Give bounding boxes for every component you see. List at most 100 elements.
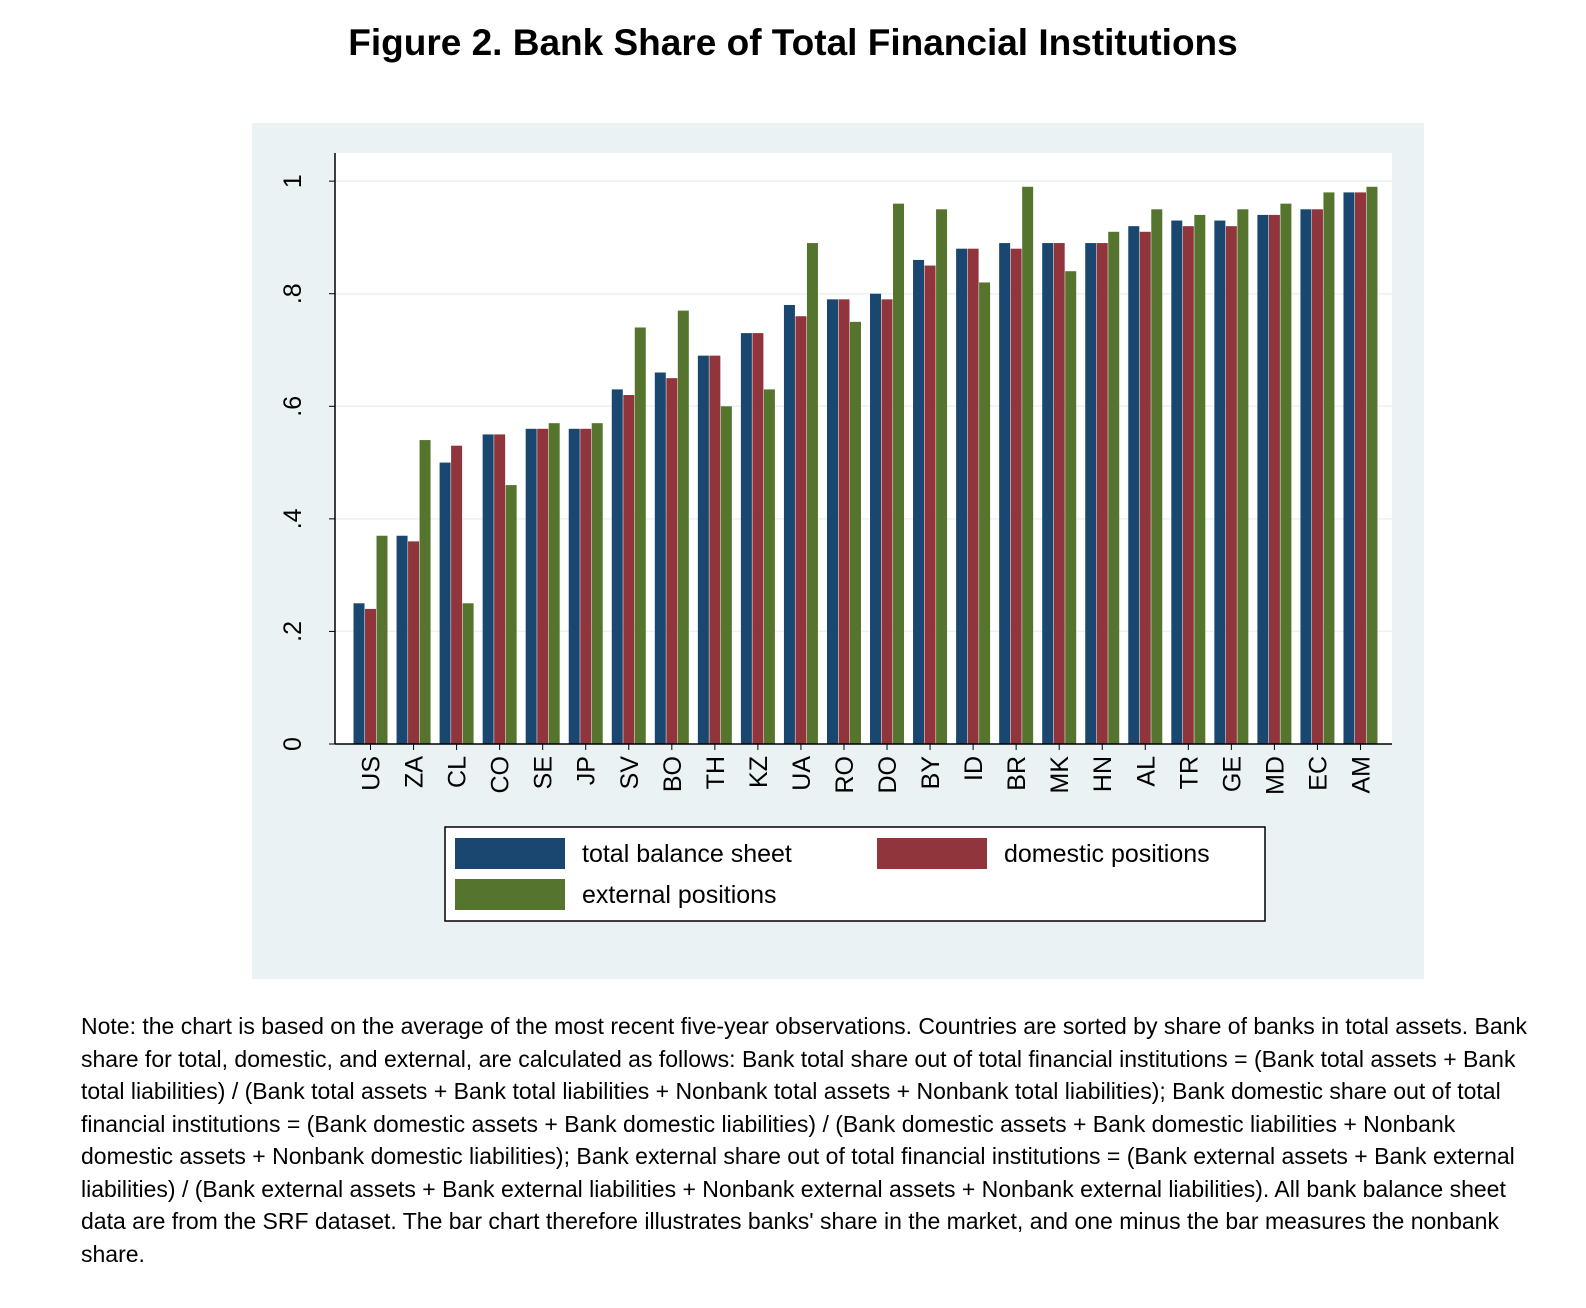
x-tick-label: KZ xyxy=(745,756,773,788)
x-tick-label: BR xyxy=(1003,756,1031,791)
bar-jp-series-1 xyxy=(568,428,580,744)
legend: total balance sheet domestic positions ext… xyxy=(444,826,1266,922)
figure-title: Figure 2. Bank Share of Total Financial … xyxy=(348,22,1238,63)
bar-ro-series-2 xyxy=(838,299,850,744)
y-tick-label: .6 xyxy=(279,396,307,417)
bar-ua-series-2 xyxy=(795,316,807,744)
bar-ec-series-2 xyxy=(1311,209,1323,744)
x-tick-label: TH xyxy=(702,756,730,789)
chart-container: US ZA CL CO SE JP SV BO TH KZ UA RO DO BY ID BR MK HN AL TR… xyxy=(252,123,1424,979)
x-tick-label: BY xyxy=(917,756,945,790)
bar-us-series-3 xyxy=(376,535,388,744)
x-tick-label: RO xyxy=(831,756,859,794)
y-tick-label: .4 xyxy=(279,508,307,529)
bar-kz-series-2 xyxy=(752,333,764,744)
x-tick-label: US xyxy=(358,756,386,791)
bar-tr-series-2 xyxy=(1182,226,1194,745)
legend-label: external positions xyxy=(582,881,777,909)
x-tick-label: MK xyxy=(1046,756,1074,794)
x-tick-label: ZA xyxy=(401,756,429,788)
bar-al-series-2 xyxy=(1139,231,1151,745)
bar-kz-series-1 xyxy=(740,333,752,744)
x-tick-label: JP xyxy=(573,756,601,785)
bar-id-series-1 xyxy=(956,248,968,744)
bar-md-series-1 xyxy=(1257,214,1269,744)
bar-tr-series-3 xyxy=(1194,214,1206,744)
y-tick-label: .8 xyxy=(279,283,307,304)
legend-label: domestic positions xyxy=(1004,840,1210,868)
bar-sv-series-3 xyxy=(634,327,646,744)
x-tick-label: SV xyxy=(616,756,644,790)
bar-ge-series-3 xyxy=(1237,209,1249,744)
legend-box xyxy=(444,826,1266,922)
bar-sv-series-2 xyxy=(623,395,635,744)
bar-bo-series-2 xyxy=(666,378,678,744)
legend-label: total balance sheet xyxy=(582,840,792,868)
bar-mk-series-2 xyxy=(1053,243,1065,744)
legend-swatch xyxy=(877,838,987,869)
y-tick-label: .2 xyxy=(279,621,307,642)
x-tick-label: AM xyxy=(1347,756,1375,794)
bar-al-series-1 xyxy=(1128,226,1140,745)
x-tick-label: GE xyxy=(1218,756,1246,792)
x-tick-label: ID xyxy=(960,756,988,781)
bar-se-series-1 xyxy=(525,428,537,744)
bar-bo-series-1 xyxy=(654,372,666,744)
bar-do-series-1 xyxy=(870,293,882,744)
bar-chart: US ZA CL CO SE JP SV BO TH KZ UA RO DO BY ID BR MK HN AL TR… xyxy=(252,123,1424,979)
y-tick-label: 1 xyxy=(279,174,307,188)
x-tick-label: DO xyxy=(874,756,902,794)
bar-by-series-2 xyxy=(924,265,936,744)
bar-th-series-2 xyxy=(709,355,721,744)
bar-hn-series-2 xyxy=(1096,243,1108,744)
bars xyxy=(353,186,1378,745)
bar-bo-series-3 xyxy=(677,310,689,744)
bar-co-series-1 xyxy=(482,434,494,744)
x-tick-label: CL xyxy=(444,756,472,788)
bar-th-series-1 xyxy=(697,355,709,744)
x-tick-label: MD xyxy=(1261,756,1289,795)
bar-jp-series-2 xyxy=(580,428,592,744)
bar-ro-series-3 xyxy=(849,321,861,744)
bar-hn-series-3 xyxy=(1108,231,1120,745)
bar-do-series-2 xyxy=(881,299,893,744)
bar-ua-series-1 xyxy=(783,304,795,744)
bar-mk-series-3 xyxy=(1065,271,1077,744)
x-tick-label: EC xyxy=(1304,756,1332,791)
bar-se-series-2 xyxy=(537,428,549,744)
bar-hn-series-1 xyxy=(1085,243,1097,744)
bar-co-series-2 xyxy=(494,434,506,744)
bar-do-series-3 xyxy=(893,203,905,744)
bar-za-series-3 xyxy=(419,440,431,744)
bar-tr-series-1 xyxy=(1171,220,1183,744)
bar-za-series-2 xyxy=(408,541,420,744)
bar-id-series-3 xyxy=(979,282,991,744)
bar-ge-series-2 xyxy=(1225,226,1237,745)
bar-ec-series-3 xyxy=(1323,192,1335,744)
bar-by-series-3 xyxy=(936,209,948,744)
bar-sv-series-1 xyxy=(611,389,623,744)
bar-kz-series-3 xyxy=(763,389,775,744)
bar-ro-series-1 xyxy=(826,299,838,744)
x-tick-label: CO xyxy=(487,756,515,794)
bar-jp-series-3 xyxy=(591,423,603,744)
bar-za-series-1 xyxy=(396,535,408,744)
legend-swatch xyxy=(455,879,565,910)
bar-br-series-2 xyxy=(1010,248,1022,744)
bar-al-series-3 xyxy=(1151,209,1163,744)
bar-us-series-1 xyxy=(353,603,365,744)
bar-md-series-2 xyxy=(1268,214,1280,744)
axes: US ZA CL CO SE JP SV BO TH KZ UA RO DO BY ID BR MK HN AL TR… xyxy=(279,153,1392,795)
bar-th-series-3 xyxy=(720,406,732,744)
bar-ec-series-1 xyxy=(1300,209,1312,744)
bar-co-series-3 xyxy=(505,485,517,744)
bar-se-series-3 xyxy=(548,423,560,744)
bar-ua-series-3 xyxy=(806,243,818,744)
bar-am-series-3 xyxy=(1366,186,1378,744)
figure-note: Note: the chart is based on the average … xyxy=(81,1013,1527,1267)
bar-am-series-1 xyxy=(1343,192,1355,744)
legend-swatch xyxy=(455,838,565,869)
bar-br-series-3 xyxy=(1022,186,1034,744)
x-tick-label: HN xyxy=(1089,756,1117,792)
bar-cl-series-3 xyxy=(462,603,474,744)
